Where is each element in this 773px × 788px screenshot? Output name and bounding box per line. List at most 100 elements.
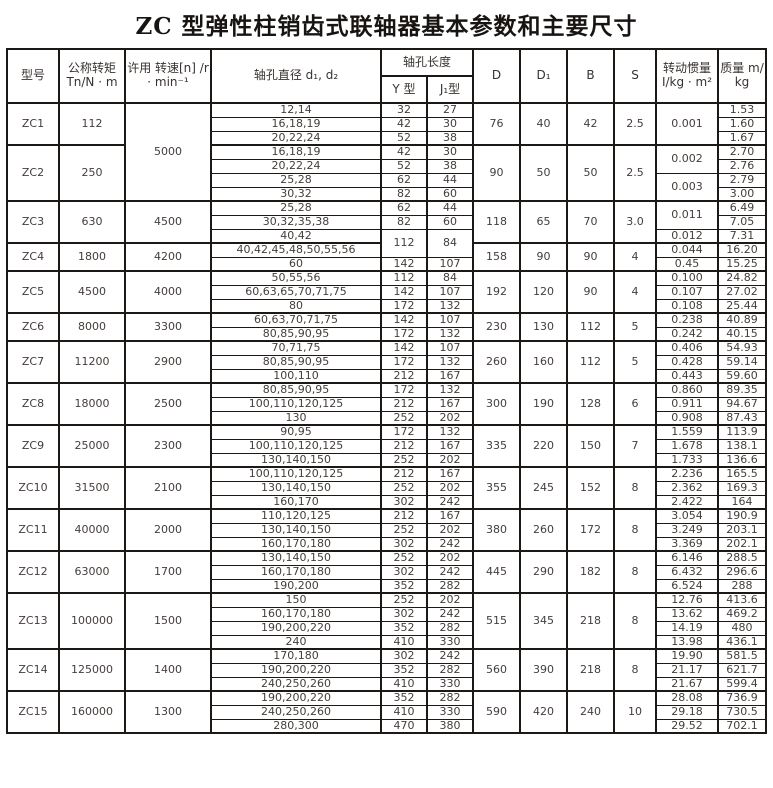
mass-cell: 203.1 <box>717 522 767 538</box>
diameter-cell: 90,95 <box>209 424 382 440</box>
j1-length-cell: 132 <box>425 298 475 314</box>
speed-cell: 1400 <box>123 648 212 692</box>
table-row: ZC13 100000 1500 150 252 202 515 345 218 8 12.76 41… <box>5 592 767 650</box>
y-length-cell: 52 <box>379 130 428 146</box>
j1-length-cell: 132 <box>425 424 475 440</box>
diameter-cell: 25,28 <box>209 172 382 188</box>
inertia-cell: 0.012 <box>655 228 719 244</box>
mass-cell: 1.53 <box>717 102 767 118</box>
D1-cell: 190 <box>519 382 568 426</box>
table-row: ZC2 250 16,18,19 42 30 90 50 50 2.5 0.002 2.70 <box>5 144 767 202</box>
inertia-cell: 0.001 <box>655 102 719 146</box>
model-cell: ZC13 <box>5 592 60 650</box>
model-cell: ZC3 <box>5 200 60 244</box>
j1-length-cell: 282 <box>425 662 475 678</box>
page-title: ZC 型弹性柱销齿式联轴器基本参数和主要尺寸 <box>135 13 638 40</box>
diameter-cell: 130,140,150 <box>209 480 382 496</box>
diameter-cell: 16,18,19 <box>209 144 382 160</box>
table-row: ZC5 4500 4000 50,55,56 112 84 192 120 90 4 0.100 24… <box>5 270 767 314</box>
torque-cell: 63000 <box>57 550 126 594</box>
y-length-cell: 352 <box>379 620 428 636</box>
j1-length-cell: 84 <box>425 270 475 286</box>
j1-length-cell: 132 <box>425 382 475 398</box>
table-row: 100,110,120,125 212 167 0.911 94.67 <box>7 396 767 412</box>
mass-cell: 25.44 <box>717 298 767 314</box>
D-cell: 380 <box>472 508 521 552</box>
diameter-cell: 60,63,65,70,71,75 <box>209 284 382 300</box>
inertia-cell: 2.236 <box>655 466 719 482</box>
mass-cell: 40.89 <box>717 312 767 328</box>
diameter-cell: 30,32,35,38 <box>209 214 382 230</box>
speed-cell: 1500 <box>123 592 212 650</box>
S-cell: 8 <box>613 592 657 650</box>
inertia-cell: 12.76 <box>655 592 719 608</box>
y-length-cell: 410 <box>379 634 428 650</box>
D1-cell: 160 <box>519 340 568 384</box>
torque-cell: 125000 <box>57 648 126 692</box>
speed-cell: 3300 <box>123 312 212 342</box>
table-row: 60 142 107 0.45 15.25 <box>7 256 767 272</box>
D1-cell: 290 <box>519 550 568 594</box>
D-cell: 230 <box>472 312 521 342</box>
D1-cell: 130 <box>519 312 568 342</box>
j1-length-cell: 167 <box>425 508 475 524</box>
header-torque: 公称转矩 Tn/N · m <box>57 48 126 104</box>
mass-cell: 24.82 <box>717 270 767 286</box>
y-length-cell: 252 <box>379 522 428 538</box>
D1-cell: 90 <box>519 242 568 272</box>
j1-length-cell: 44 <box>425 200 475 216</box>
D1-cell: 50 <box>519 144 568 202</box>
S-cell: 8 <box>613 466 657 510</box>
j1-length-cell: 132 <box>425 326 475 342</box>
inertia-cell: 0.044 <box>655 242 719 258</box>
y-length-cell: 252 <box>379 592 428 608</box>
j1-length-cell: 242 <box>425 536 475 552</box>
j1-length-cell: 107 <box>425 284 475 300</box>
header-S: S <box>613 48 657 104</box>
speed-cell: 4500 <box>123 200 212 244</box>
diameter-cell: 20,22,24 <box>209 130 382 146</box>
model-cell: ZC5 <box>5 270 60 314</box>
diameter-cell: 240,250,260 <box>209 676 382 692</box>
y-length-cell: 352 <box>379 578 428 594</box>
D-cell: 118 <box>472 200 521 244</box>
D-cell: 355 <box>472 466 521 510</box>
diameter-cell: 40,42,45,48,50,55,56 <box>209 242 382 258</box>
j1-length-cell: 380 <box>425 718 475 734</box>
table-row: 30,32,35,38 82 60 7.05 <box>7 214 767 230</box>
B-cell: 218 <box>566 648 615 692</box>
diameter-cell: 80,85,90,95 <box>209 326 382 342</box>
j1-length-cell: 132 <box>425 354 475 370</box>
table-row: 240,250,260 410 330 29.18 730.5 <box>7 704 767 720</box>
torque-cell: 250 <box>57 144 126 202</box>
B-cell: 172 <box>566 508 615 552</box>
table-row: 240,250,260 410 330 21.67 599.4 <box>7 676 767 692</box>
inertia-cell: 0.003 <box>655 172 719 202</box>
diameter-cell: 130,140,150 <box>209 522 382 538</box>
inertia-cell: 3.249 <box>655 522 719 538</box>
header-D: D <box>472 48 521 104</box>
speed-cell: 2000 <box>123 508 212 552</box>
mass-cell: 59.60 <box>717 368 767 384</box>
D1-cell: 245 <box>519 466 568 510</box>
header-model: 型号 <box>5 48 60 104</box>
y-length-cell: 52 <box>379 158 428 174</box>
j1-length-cell: 330 <box>425 634 475 650</box>
torque-cell: 8000 <box>57 312 126 342</box>
mass-cell: 190.9 <box>717 508 767 524</box>
D-cell: 158 <box>472 242 521 272</box>
inertia-cell: 13.62 <box>655 606 719 622</box>
diameter-cell: 100,110 <box>209 368 382 384</box>
mass-cell: 599.4 <box>717 676 767 692</box>
speed-cell: 2100 <box>123 466 212 510</box>
inertia-cell: 6.432 <box>655 564 719 580</box>
y-length-cell: 212 <box>379 508 428 524</box>
table-row: 160,170,180 302 242 6.432 296.6 <box>7 564 767 580</box>
diameter-cell: 100,110,120,125 <box>209 438 382 454</box>
D1-cell: 120 <box>519 270 568 314</box>
S-cell: 3.0 <box>613 200 657 244</box>
mass-cell: 89.35 <box>717 382 767 398</box>
D-cell: 590 <box>472 690 521 734</box>
S-cell: 5 <box>613 312 657 342</box>
j1-length-cell: 107 <box>425 256 475 272</box>
